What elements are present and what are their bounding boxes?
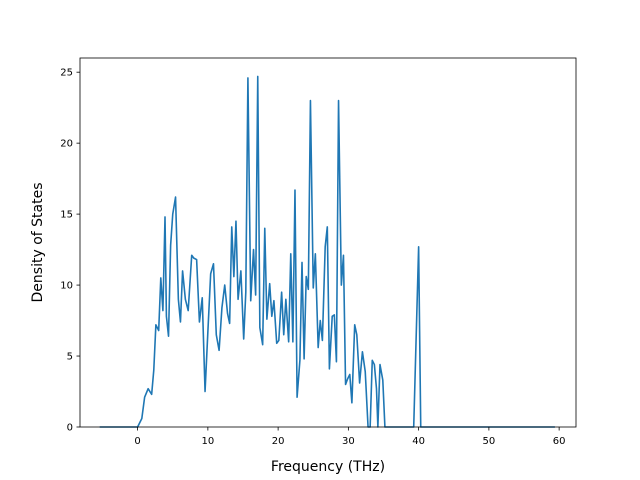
x-tick-label: 0 [134,436,140,447]
x-tick-label: 20 [272,436,285,447]
x-axis-label: Frequency (THz) [271,459,385,475]
axes-frame [79,57,577,428]
y-tick-label: 0 [67,423,73,434]
y-tick-label: 20 [60,139,73,150]
y-tick-label: 15 [60,210,73,221]
x-tick-label: 40 [412,436,425,447]
y-axis: 0 5 10 15 20 25 [60,68,80,434]
y-axis-label: Density of States [30,183,46,303]
x-tick-label: 60 [553,436,566,447]
x-tick-label: 30 [342,436,355,447]
y-tick-label: 5 [67,352,73,363]
x-tick-label: 10 [201,436,214,447]
x-tick-label: 50 [483,436,496,447]
x-axis: 0 10 20 30 40 50 60 [134,427,566,447]
y-tick-label: 10 [60,281,73,292]
y-tick-label: 25 [60,68,73,79]
